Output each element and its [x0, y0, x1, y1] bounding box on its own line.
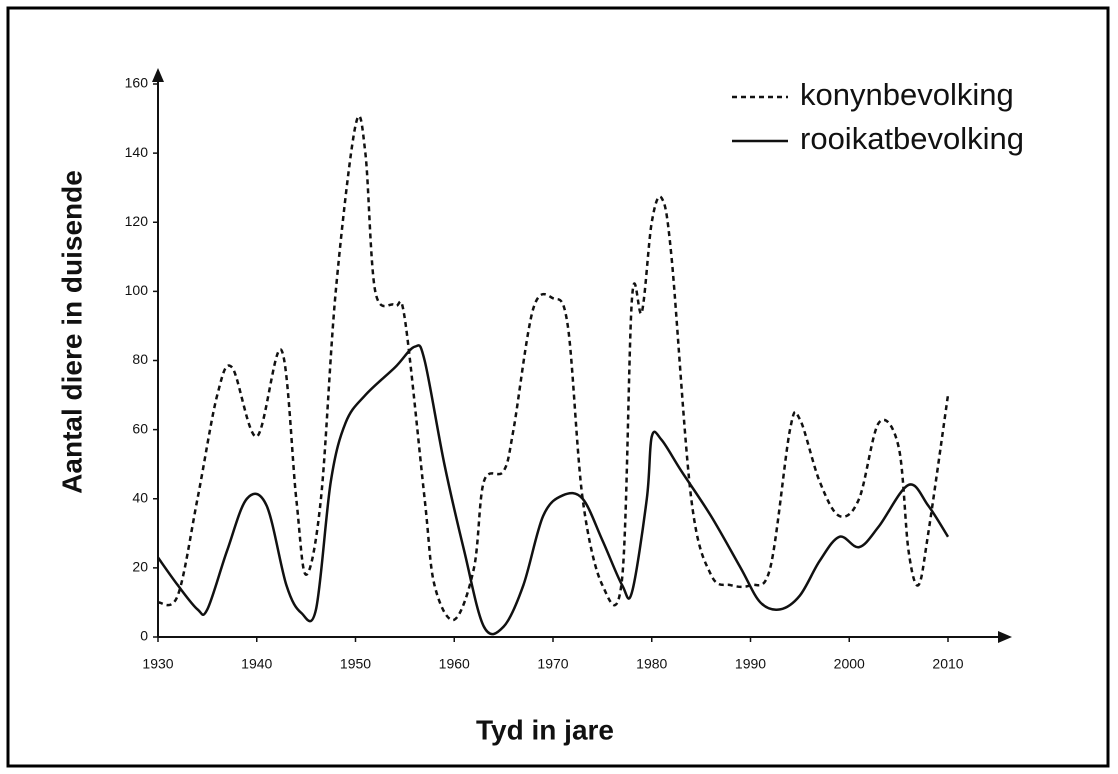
- y-tick-label: 40: [132, 489, 148, 505]
- y-tick-label: 140: [125, 144, 149, 160]
- y-tick-label: 20: [132, 559, 148, 575]
- y-tick-label: 60: [132, 420, 148, 436]
- x-tick-label: 1930: [142, 656, 173, 672]
- frame: [6, 6, 1110, 768]
- series-line: [157, 115, 950, 622]
- x-tick-label: 2000: [834, 656, 865, 672]
- x-tick-label: 1950: [340, 656, 371, 672]
- legend-label: rooikatbevolking: [800, 121, 1024, 156]
- y-tick-label: 80: [132, 351, 148, 367]
- legend-label: konynbevolking: [800, 77, 1014, 112]
- y-axis-label: Aantal diere in duisende: [56, 170, 87, 494]
- y-tick-label: 100: [125, 282, 149, 298]
- y-tick-label: 120: [125, 213, 149, 229]
- x-tick-label: 1980: [636, 656, 667, 672]
- x-tick-label: 1960: [439, 656, 470, 672]
- x-tick-label: 1940: [241, 656, 272, 672]
- y-tick-label: 0: [140, 628, 148, 644]
- x-tick-label: 1990: [735, 656, 766, 672]
- y-tick-label: 160: [125, 75, 149, 91]
- x-tick-label: 1970: [537, 656, 568, 672]
- x-axis-label: Tyd in jare: [476, 714, 614, 745]
- series-line: [156, 344, 950, 636]
- x-tick-label: 2010: [932, 656, 963, 672]
- x-axis-arrow: [998, 631, 1012, 643]
- y-axis-arrow: [152, 68, 164, 82]
